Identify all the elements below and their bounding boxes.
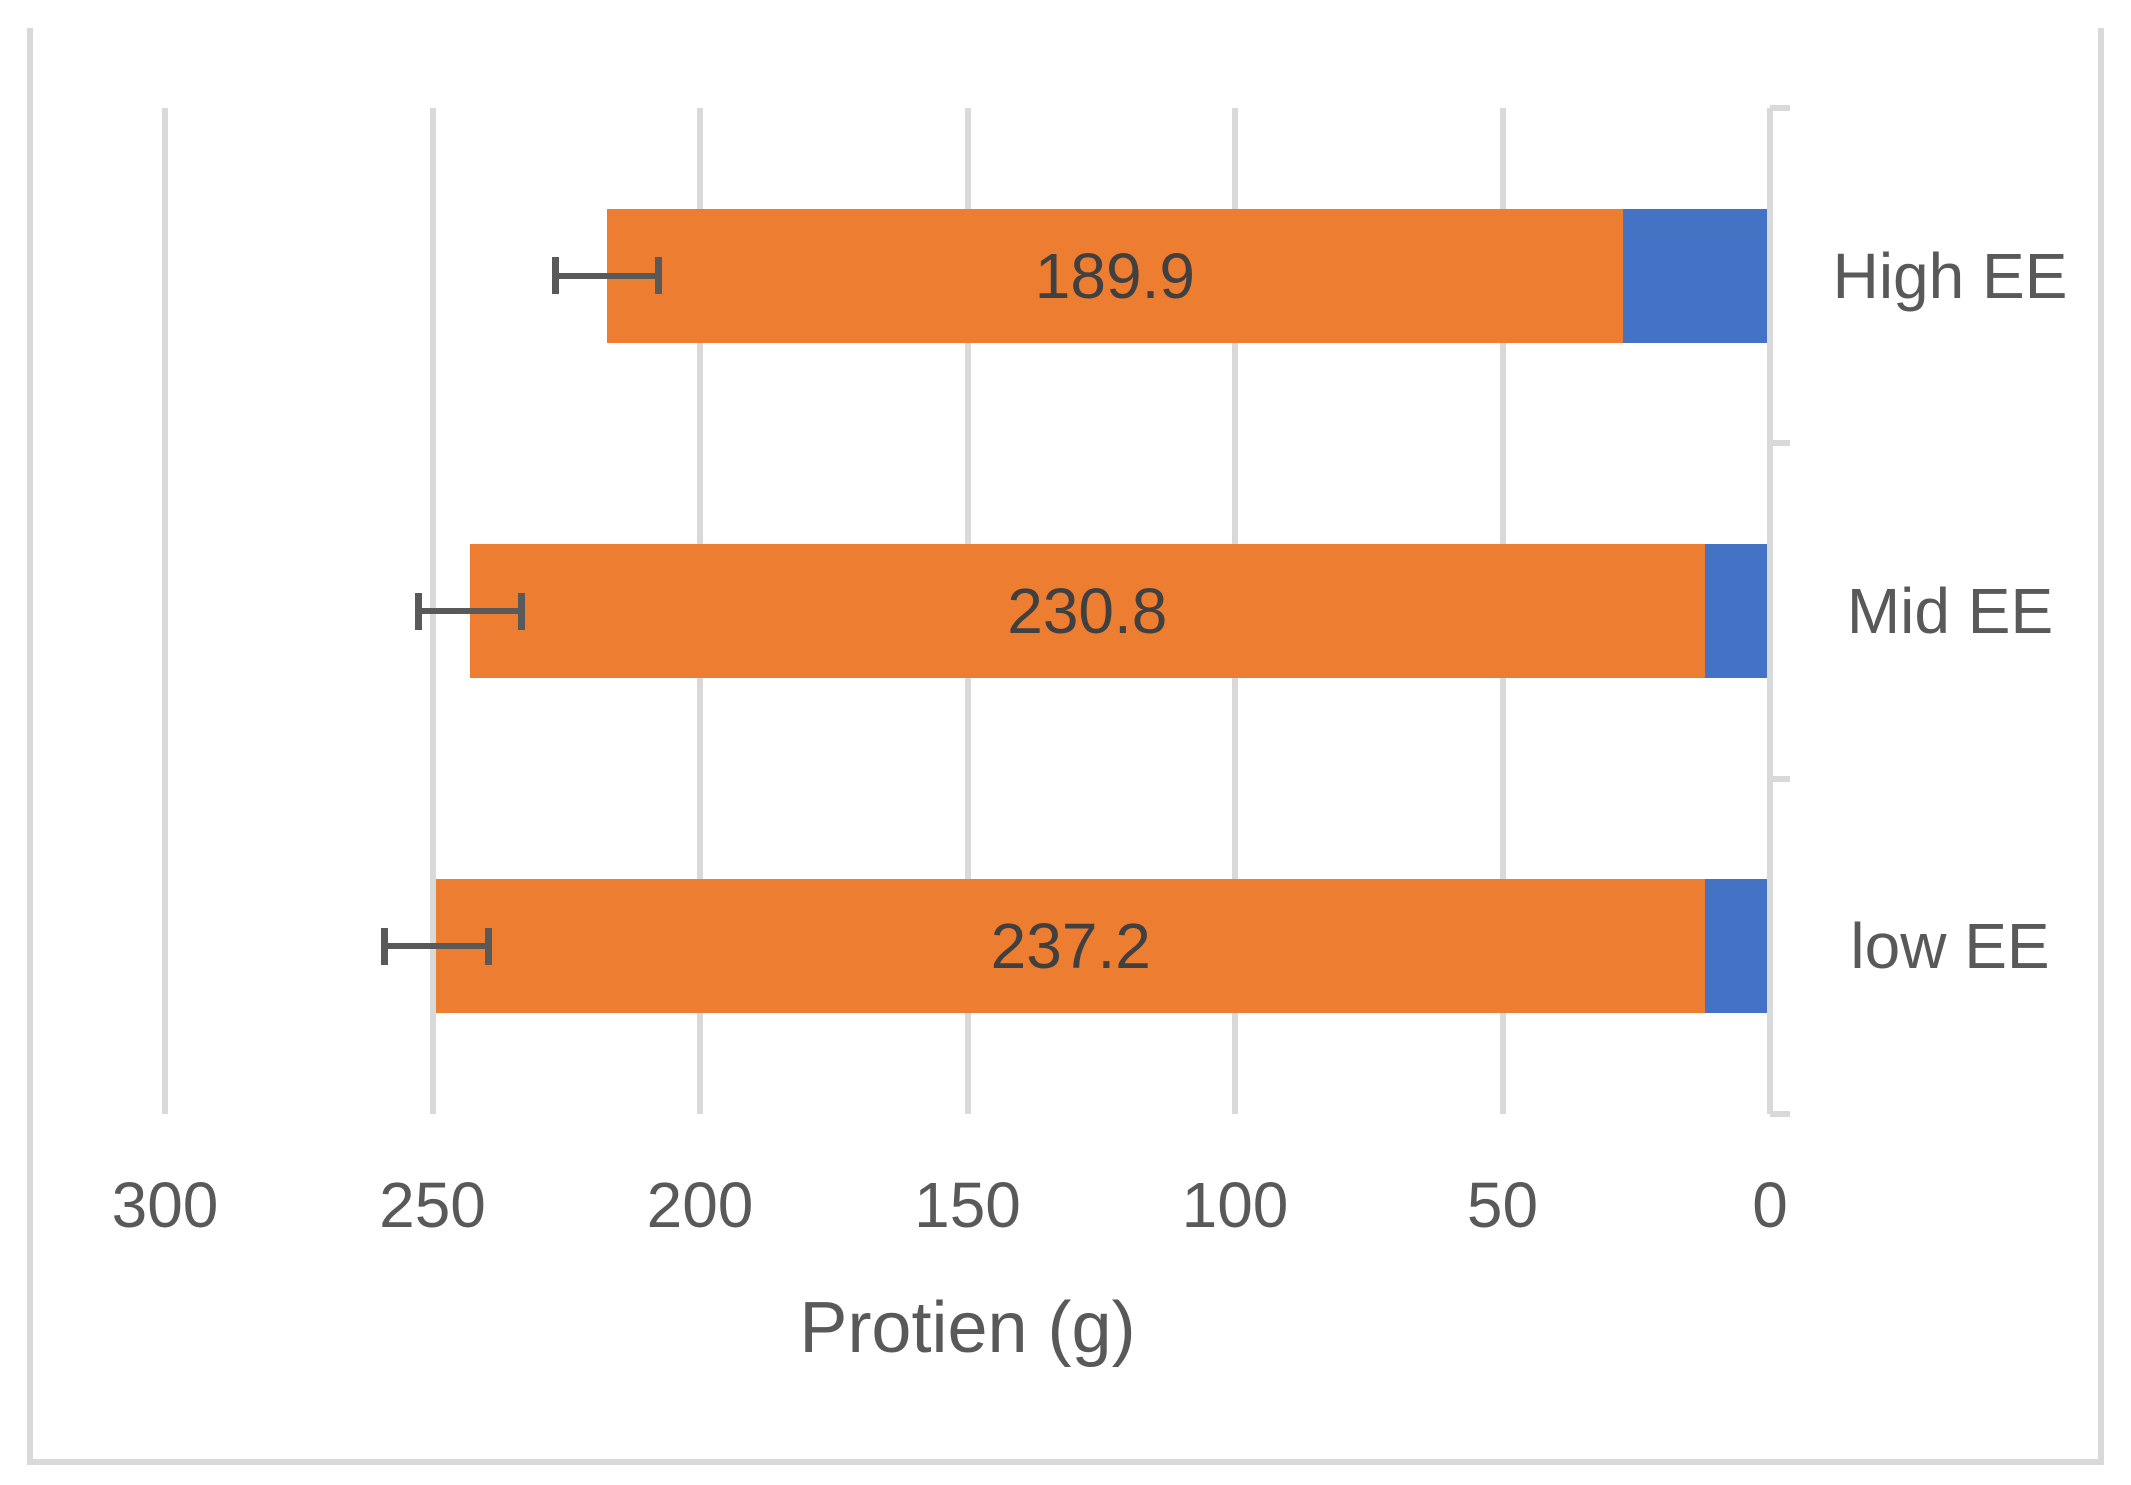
- error-bar-cap: [414, 592, 422, 630]
- error-bar-cap: [655, 257, 663, 295]
- error-bar-line: [384, 943, 489, 950]
- error-bar-cap: [518, 592, 526, 630]
- bar-segment-blue: [1705, 879, 1770, 1014]
- category-axis-tick: [1770, 775, 1790, 782]
- bar-segment-orange: 237.2: [436, 879, 1706, 1014]
- category-label-high-ee: High EE: [1832, 239, 2068, 312]
- category-axis-tick: [1770, 105, 1790, 111]
- bar-segment-orange: 189.9: [606, 208, 1623, 343]
- bar-row-low-ee: 237.2: [436, 879, 1770, 1014]
- x-tick-label: 300: [111, 1169, 219, 1241]
- bar-row-high-ee: 189.9: [606, 208, 1770, 343]
- gridline: [162, 108, 168, 1114]
- x-tick-label: 100: [1181, 1169, 1289, 1241]
- category-axis-tick: [1770, 440, 1790, 447]
- bar-data-label: 189.9: [1034, 239, 1195, 312]
- bar-data-label: 230.8: [1007, 575, 1168, 647]
- x-axis-title: Protien (g): [799, 1288, 1136, 1368]
- bar-segment-blue: [1704, 544, 1770, 678]
- category-axis-line: [1767, 108, 1773, 1114]
- x-tick-label: 150: [914, 1169, 1021, 1241]
- x-tick-label: 50: [1466, 1169, 1539, 1241]
- error-bar-cap: [551, 257, 559, 295]
- x-tick-label: 200: [646, 1169, 754, 1241]
- x-tick-label: 250: [379, 1169, 486, 1241]
- x-axis-tick-labels: 300 250 200 150 100 50 0: [112, 1169, 1788, 1243]
- bar-row-mid-ee: 230.8: [469, 544, 1770, 678]
- category-label-mid-ee: Mid EE: [1846, 575, 2054, 647]
- plot-area: 189.9 230.8 237.2: [162, 105, 1790, 1117]
- error-bar-cap: [380, 927, 388, 965]
- chart-border: [27, 28, 2104, 1465]
- error-bar-line: [418, 608, 522, 614]
- bar-segment-orange: 230.8: [469, 544, 1705, 678]
- category-label-low-ee: low EE: [1850, 910, 2050, 983]
- bar-segment-blue: [1622, 208, 1770, 343]
- error-bar-line: [555, 272, 659, 279]
- x-tick-label: 0: [1752, 1169, 1788, 1241]
- category-axis-labels: High EE Mid EE low EE: [1800, 0, 2100, 1485]
- error-bar-cap: [484, 927, 492, 965]
- category-axis-tick: [1770, 1111, 1790, 1117]
- bar-data-label: 237.2: [990, 910, 1151, 983]
